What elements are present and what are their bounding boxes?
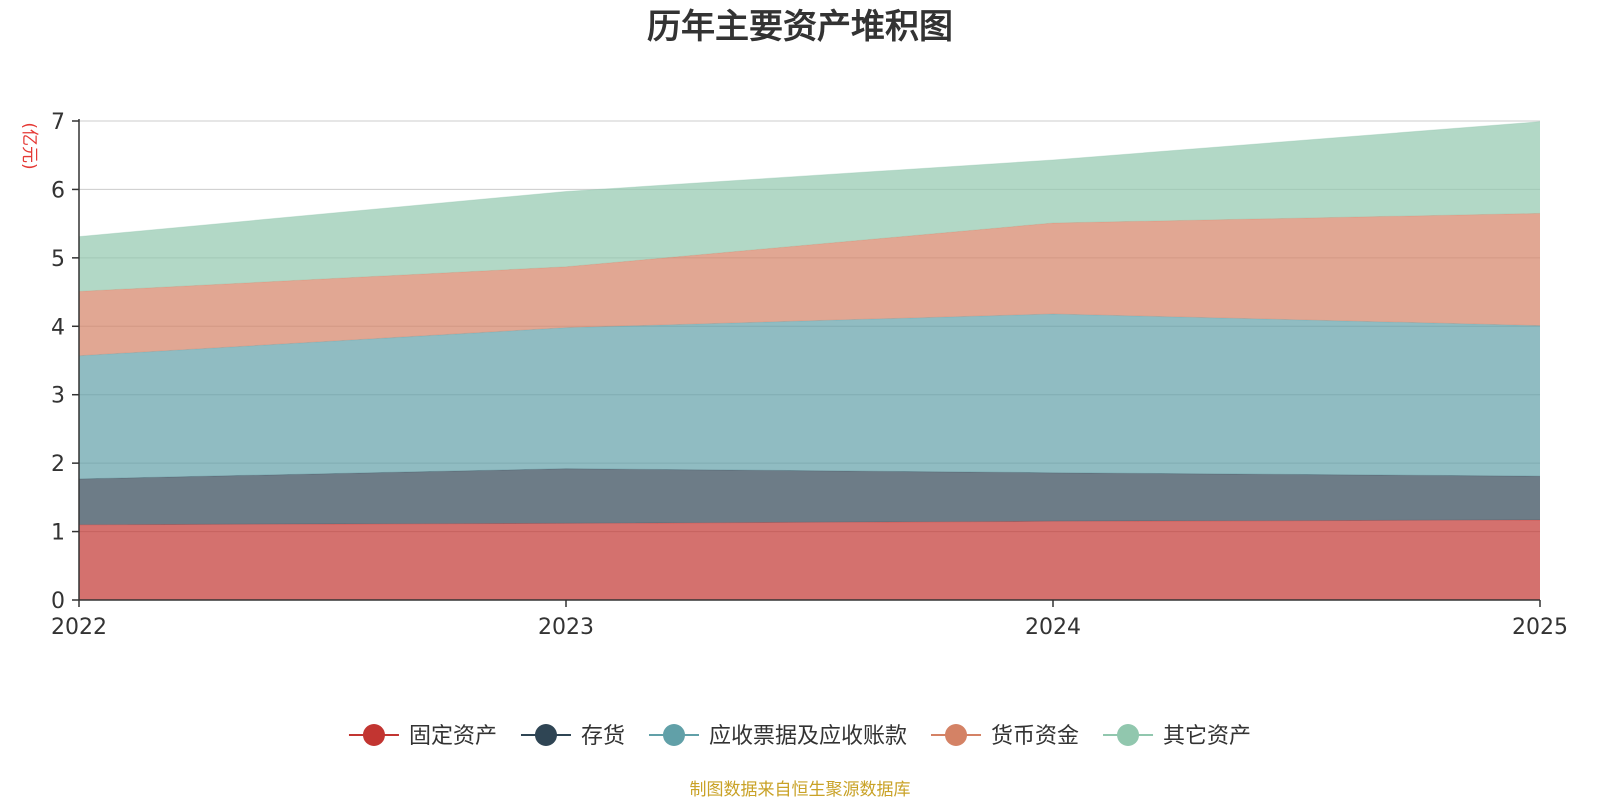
data-source-note: 制图数据来自恒生聚源数据库 <box>690 780 911 800</box>
legend-label-3: 货币资金 <box>991 724 1079 749</box>
area-series-edge-4 <box>78 121 1541 238</box>
legend-label-0: 固定资产 <box>409 724 497 749</box>
y-tick-label-5: 5 <box>51 247 65 272</box>
y-tick-label-4: 4 <box>51 315 65 340</box>
legend-marker-4 <box>1117 724 1140 746</box>
x-tick-label-0: 2022 <box>51 615 107 640</box>
y-tick-label-1: 1 <box>51 521 65 546</box>
y-tick-label-0: 0 <box>51 589 65 614</box>
y-axis-label: (亿元) <box>19 122 39 169</box>
legend-label-4: 其它资产 <box>1163 724 1251 749</box>
x-tick-label-1: 2023 <box>538 615 594 640</box>
legend-label-2: 应收票据及应收账款 <box>709 724 907 749</box>
legend-marker-1 <box>534 724 557 746</box>
legend-item-2[interactable]: 应收票据及应收账款 <box>648 724 907 749</box>
area-series-2 <box>79 313 1540 479</box>
y-tick-label-3: 3 <box>51 384 65 409</box>
legend-marker-3 <box>945 724 968 746</box>
axes: 0 1 2 3 4 5 6 7 2022 2023 2024 2025 <box>51 110 1568 640</box>
legend-label-1: 存货 <box>581 724 625 749</box>
area-series-1 <box>79 468 1540 525</box>
legend[interactable]: 固定资产 存货 应收票据及应收账款 货币资金 其它资产 <box>348 724 1251 749</box>
x-tick-label-2: 2024 <box>1025 615 1081 640</box>
y-tick-label-2: 2 <box>51 452 65 477</box>
y-tick-label-6: 6 <box>51 178 65 203</box>
area-series-4 <box>79 121 1540 292</box>
legend-item-4[interactable]: 其它资产 <box>1103 724 1251 749</box>
area-series-3 <box>79 213 1540 356</box>
area-series-0 <box>79 519 1540 600</box>
chart-title: 历年主要资产堆积图 <box>647 7 953 47</box>
legend-item-3[interactable]: 货币资金 <box>931 724 1079 749</box>
legend-marker-0 <box>362 724 385 746</box>
legend-item-0[interactable]: 固定资产 <box>348 724 497 749</box>
x-tick-label-3: 2025 <box>1512 615 1568 640</box>
y-tick-label-7: 7 <box>51 110 65 135</box>
area-series <box>78 121 1541 600</box>
legend-item-1[interactable]: 存货 <box>520 724 625 749</box>
legend-marker-2 <box>662 724 685 746</box>
